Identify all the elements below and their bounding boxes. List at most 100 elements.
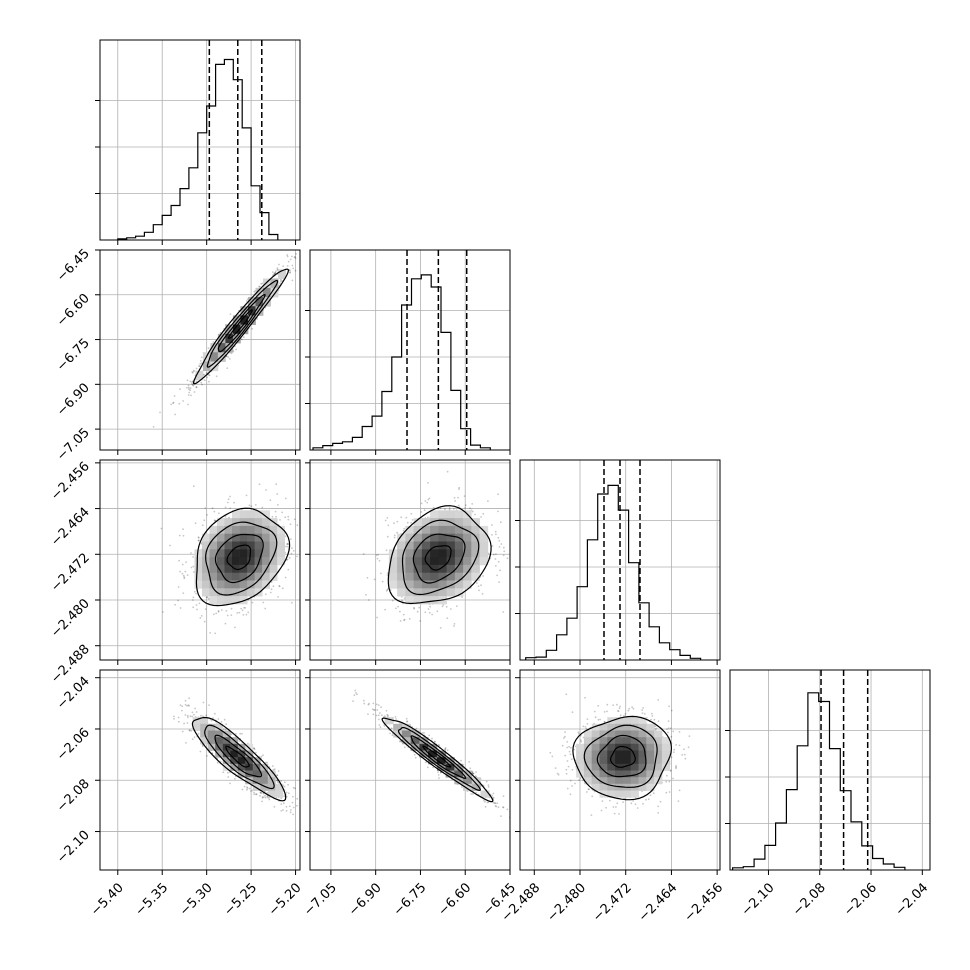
density-cell	[405, 580, 414, 589]
sample-point	[189, 387, 192, 389]
sample-point	[494, 558, 497, 560]
sample-point	[683, 753, 686, 756]
sample-point	[502, 554, 505, 557]
sample-point	[432, 506, 435, 509]
sample-point	[477, 585, 480, 587]
sample-point	[566, 787, 569, 790]
sample-point	[278, 585, 281, 588]
density-cell	[397, 588, 406, 597]
sample-point	[261, 797, 264, 799]
sample-point	[492, 802, 495, 804]
sample-point	[492, 792, 495, 795]
sample-point	[214, 712, 216, 715]
density-cell	[209, 564, 218, 574]
density-cell	[622, 770, 632, 778]
sample-point	[268, 798, 271, 801]
sample-point	[162, 611, 164, 613]
density-cell	[252, 763, 261, 771]
sample-point	[569, 753, 572, 756]
density-cell	[591, 783, 600, 791]
sample-point	[561, 744, 564, 747]
sample-point	[632, 707, 635, 710]
sample-point	[229, 313, 232, 315]
sample-point	[292, 786, 295, 789]
x-tick-label: −5.20	[266, 880, 305, 919]
sample-point	[276, 493, 279, 495]
sample-point	[260, 283, 263, 285]
sample-point	[641, 712, 644, 714]
sample-point	[502, 806, 505, 809]
sample-point	[285, 545, 287, 548]
density-cell	[247, 580, 255, 589]
sample-point	[564, 754, 567, 757]
density-cell	[269, 557, 278, 566]
sample-point	[403, 619, 405, 622]
contour-line	[412, 533, 466, 584]
density-cell	[446, 541, 456, 550]
sample-point	[292, 795, 294, 798]
density-cell	[438, 580, 447, 589]
x-tick-label: −5.35	[132, 880, 171, 919]
density-cell	[463, 518, 472, 527]
sample-point	[172, 401, 175, 404]
sample-point	[478, 589, 480, 592]
sample-point	[432, 766, 434, 769]
sample-point	[461, 786, 463, 788]
sample-point	[352, 700, 354, 702]
density-cell	[438, 510, 447, 519]
sample-point	[677, 800, 680, 802]
y-tick-label: −6.60	[54, 291, 93, 330]
sample-point	[381, 580, 384, 583]
sample-point	[292, 806, 295, 809]
sample-point	[178, 534, 181, 537]
sample-point	[248, 787, 251, 790]
sample-point	[252, 747, 255, 749]
density-cell	[638, 777, 647, 785]
density-cell	[638, 763, 647, 771]
sample-point	[687, 746, 690, 749]
density-cell	[401, 730, 411, 738]
density-cell	[622, 737, 632, 745]
sample-point	[657, 699, 660, 701]
sample-point	[200, 356, 203, 359]
sample-point	[426, 766, 429, 769]
sample-point	[669, 770, 672, 772]
sample-point	[238, 740, 241, 742]
sample-point	[413, 607, 416, 610]
sample-point	[187, 386, 190, 389]
sample-point	[503, 550, 506, 553]
density-cell	[209, 572, 218, 581]
sample-point	[193, 713, 195, 716]
sample-point	[601, 800, 604, 802]
sample-point	[628, 707, 631, 710]
sample-point	[642, 707, 644, 709]
x-tick-label: −2.472	[590, 880, 635, 925]
density-cell	[388, 572, 398, 581]
density-cell	[207, 737, 216, 745]
sample-point	[495, 805, 498, 808]
density-cell	[217, 541, 225, 550]
sample-point	[428, 497, 431, 500]
sample-point	[294, 257, 297, 260]
sample-point	[264, 796, 267, 799]
sample-point	[567, 765, 570, 768]
sample-point	[668, 667, 670, 669]
sample-point	[491, 545, 494, 547]
density-cell	[471, 572, 480, 581]
sample-point	[204, 507, 207, 509]
sample-point	[284, 516, 287, 519]
sample-point	[578, 732, 580, 735]
sample-point	[262, 792, 265, 795]
sample-point	[418, 606, 421, 609]
density-cell	[222, 763, 231, 771]
density-cell	[192, 717, 201, 725]
density-cell	[239, 557, 248, 566]
sample-point	[277, 770, 280, 772]
density-cell	[397, 541, 406, 550]
density-cell	[232, 510, 240, 519]
sample-point	[617, 710, 619, 712]
sample-point	[188, 729, 191, 732]
contour-line	[204, 724, 275, 790]
density-cell	[269, 533, 278, 542]
sample-point	[230, 607, 233, 610]
